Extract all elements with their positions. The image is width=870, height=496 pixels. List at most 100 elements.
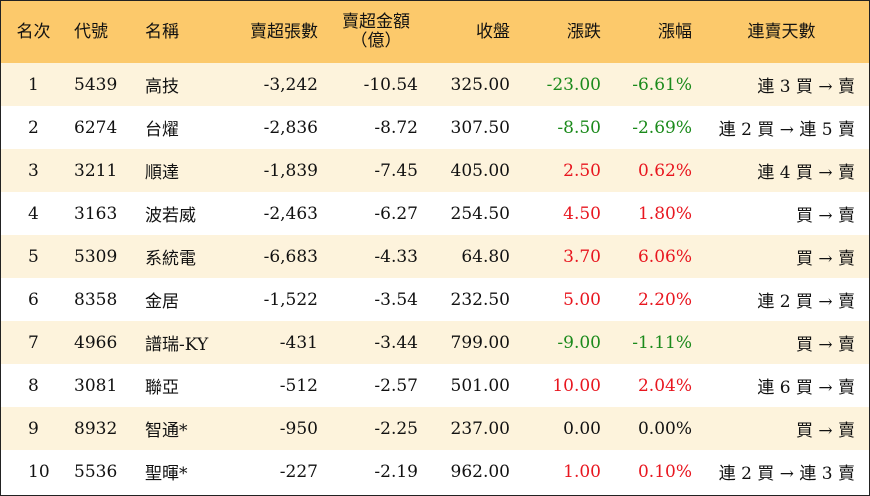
cell-code: 5439 [74,74,118,95]
cell-close: 325.00 [450,74,510,95]
cell-net-sell-amount: -2.25 [374,418,418,439]
table-row: 10 5536 聖暉* -227 -2.19 962.00 1.00 0.10% 連 2 買 →… [1,450,869,493]
cell-net-sell-amount: -2.19 [374,461,418,482]
cell-net-sell-volume: -3,242 [263,74,318,95]
cell-name: 波若威 [145,206,196,226]
table-row: 5 5309 系統電 -6,683 -4.33 64.80 3.70 6.06% 買 → 賣 [1,235,869,278]
cell-code: 5309 [74,246,118,267]
cell-rank: 10 [28,461,50,482]
cell-close: 64.80 [461,246,510,267]
cell-name: 台燿 [145,120,179,140]
cell-change-pct: 1.80% [637,203,692,224]
cell-code: 5536 [74,461,118,482]
cell-net-sell-volume: -6,683 [263,246,318,267]
table-row: 2 6274 台燿 -2,836 -8.72 307.50 -8.50 -2.69% 連 2 買… [1,106,869,149]
cell-close: 962.00 [450,461,510,482]
header-code: 代號 [74,22,108,42]
header-streak: 連賣天數 [747,22,816,42]
header-net-sell-amount-line2: （億） [350,31,402,51]
header-rank: 名次 [16,22,51,42]
cell-change: 10.00 [552,375,601,396]
cell-rank: 9 [28,418,39,439]
cell-net-sell-amount: -6.27 [374,203,418,224]
cell-change-pct: 6.06% [637,246,692,267]
header-net-sell-amount-line1: 賣超金額 [342,12,410,32]
cell-name: 高技 [145,77,179,97]
header-row: 名次 代號 名稱 賣超張數 賣超金額 （億） 收盤 漲跌 漲幅 連賣天數 [1,1,869,63]
cell-close: 237.00 [450,418,510,439]
cell-net-sell-amount: -4.33 [374,246,418,267]
cell-change-pct: 2.04% [637,375,692,396]
cell-change: 1.00 [563,461,601,482]
cell-streak: 連 2 買 → 賣 [757,292,855,312]
table-row: 9 8932 智通* -950 -2.25 237.00 0.00 0.00% 買 → 賣 [1,407,869,450]
cell-change-pct: 0.10% [637,461,692,482]
cell-net-sell-amount: -7.45 [374,160,418,181]
cell-net-sell-amount: -8.72 [374,117,418,138]
cell-net-sell-amount: -3.44 [374,332,418,353]
cell-change-pct: 0.00% [637,418,692,439]
cell-change-pct: -2.69% [632,117,692,138]
cell-net-sell-volume: -950 [279,418,318,439]
cell-change: 3.70 [563,246,601,267]
table-row: 1 5439 高技 -3,242 -10.54 325.00 -23.00 -6.61% 連 3… [1,63,869,106]
cell-close: 232.50 [450,289,510,310]
table-row: 8 3081 聯亞 -512 -2.57 501.00 10.00 2.04% 連 6 買 → … [1,364,869,407]
cell-rank: 6 [28,289,39,310]
cell-code: 6274 [74,117,118,138]
cell-change-pct: 2.20% [637,289,692,310]
cell-net-sell-volume: -1,522 [263,289,318,310]
cell-change: -8.50 [557,117,601,138]
cell-code: 3163 [74,203,118,224]
cell-streak: 連 3 買 → 賣 [757,77,855,97]
table-row: 4 3163 波若威 -2,463 -6.27 254.50 4.50 1.80% 買 → 賣 [1,192,869,235]
cell-rank: 4 [28,203,39,224]
cell-name: 智通* [145,421,188,441]
cell-streak: 連 2 買 → 連 3 賣 [718,464,855,484]
cell-name: 金居 [145,292,179,312]
header-name: 名稱 [145,22,179,42]
cell-change: 5.00 [563,289,601,310]
cell-code: 3081 [74,375,118,396]
cell-name: 系統電 [145,249,196,269]
cell-change: 2.50 [563,160,601,181]
cell-net-sell-volume: -1,839 [263,160,318,181]
cell-net-sell-volume: -431 [279,332,318,353]
header-close: 收盤 [476,22,510,42]
cell-code: 4966 [74,332,118,353]
cell-streak: 連 6 買 → 賣 [757,378,855,398]
table-header: 名次 代號 名稱 賣超張數 賣超金額 （億） 收盤 漲跌 漲幅 連賣天數 [1,1,869,63]
cell-net-sell-amount: -2.57 [374,375,418,396]
cell-change: -23.00 [546,74,601,95]
cell-close: 501.00 [450,375,510,396]
cell-rank: 7 [28,332,39,353]
cell-close: 405.00 [450,160,510,181]
cell-code: 8932 [74,418,118,439]
cell-net-sell-volume: -512 [279,375,318,396]
cell-change: -9.00 [557,332,601,353]
table-body: 1 5439 高技 -3,242 -10.54 325.00 -23.00 -6.61% 連 3… [1,63,869,493]
cell-name: 聖暉* [145,464,188,484]
header-net-sell-volume: 賣超張數 [250,22,318,42]
cell-streak: 買 → 賣 [795,335,855,355]
cell-close: 307.50 [450,117,510,138]
cell-net-sell-amount: -10.54 [363,74,418,95]
cell-rank: 2 [28,117,39,138]
cell-change-pct: 0.62% [637,160,692,181]
cell-rank: 1 [28,74,39,95]
cell-name: 聯亞 [145,378,179,398]
header-change: 漲跌 [567,22,601,42]
cell-streak: 買 → 賣 [795,206,855,226]
header-net-sell-amount: 賣超金額 （億） [326,1,426,63]
cell-net-sell-amount: -3.54 [374,289,418,310]
table-row: 6 8358 金居 -1,522 -3.54 232.50 5.00 2.20% 連 2 買 →… [1,278,869,321]
cell-name: 順達 [145,163,179,183]
cell-rank: 5 [28,246,39,267]
cell-name: 譜瑞-KY [145,335,209,355]
table-row: 7 4966 譜瑞-KY -431 -3.44 799.00 -9.00 -1.11% 買 → … [1,321,869,364]
cell-change-pct: -1.11% [632,332,692,353]
cell-streak: 連 4 買 → 賣 [757,163,855,183]
table-row: 3 3211 順達 -1,839 -7.45 405.00 2.50 0.62% 連 4 買 →… [1,149,869,192]
